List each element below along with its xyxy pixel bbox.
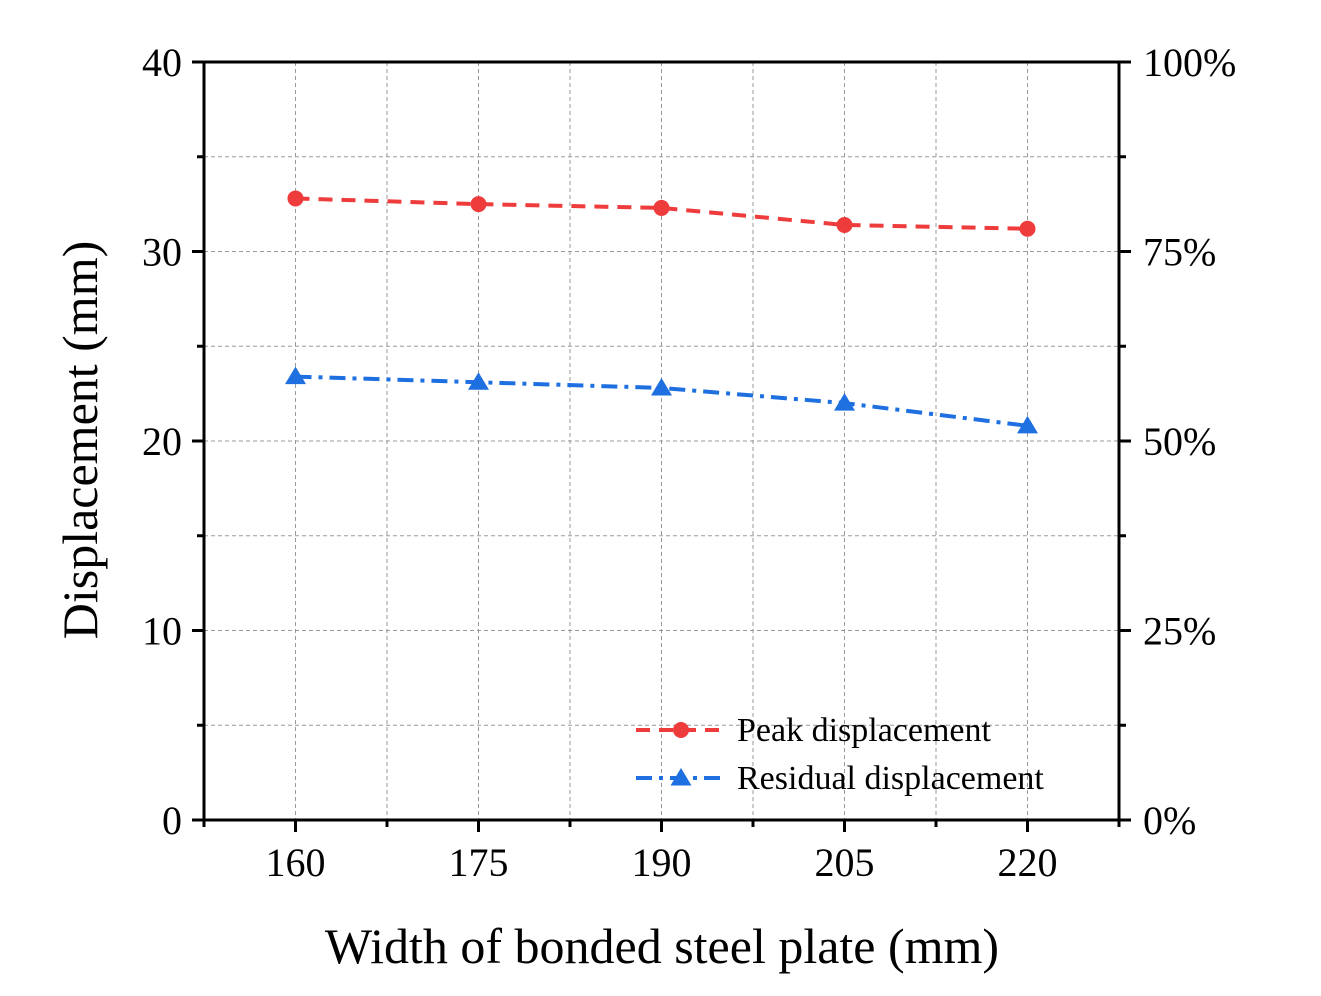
series-peak-displacement — [287, 190, 1036, 237]
data-point-marker — [470, 196, 487, 213]
x-tick-label: 220 — [998, 840, 1058, 885]
y2-tick-label: 0% — [1143, 798, 1196, 843]
data-point-marker — [651, 377, 672, 396]
legend-marker — [673, 722, 689, 738]
data-series — [285, 190, 1038, 434]
y-tick-label: 20 — [142, 419, 182, 464]
legend: Peak displacement Residual displacement — [636, 712, 1044, 797]
series-line — [295, 196, 1028, 231]
y2-tick-label: 50% — [1143, 419, 1216, 464]
y-axis-title: Displacement (mm) — [52, 241, 108, 640]
data-point-marker — [836, 216, 853, 233]
x-tick-label: 205 — [815, 840, 875, 885]
y-tick-label: 10 — [142, 609, 182, 654]
series-residual-displacement — [285, 366, 1038, 434]
x-tick-label: 190 — [632, 840, 692, 885]
data-point-marker — [834, 393, 855, 411]
data-point-marker — [285, 366, 306, 385]
legend-item: Residual displacement — [636, 760, 1044, 797]
legend-item: Peak displacement — [636, 712, 992, 749]
y2-tick-label: 75% — [1143, 230, 1216, 275]
y2-tick-label: 25% — [1143, 609, 1216, 654]
y-tick-label: 40 — [142, 40, 182, 85]
data-point-marker — [1017, 415, 1038, 434]
x-axis-title: Width of bonded steel plate (mm) — [325, 918, 999, 974]
legend-label: Residual displacement — [737, 760, 1044, 797]
data-point-marker — [468, 372, 489, 390]
grid-lines — [204, 62, 1119, 820]
y-tick-label: 0 — [162, 798, 182, 843]
data-point-marker — [1019, 220, 1036, 237]
legend-label: Peak displacement — [737, 712, 992, 749]
y-tick-label: 30 — [142, 230, 182, 275]
data-point-marker — [653, 199, 670, 216]
x-tick-label: 175 — [449, 840, 509, 885]
x-tick-label: 160 — [266, 840, 326, 885]
y2-tick-label: 100% — [1143, 40, 1236, 85]
axis-ticks: 0 10 20 30 40 0% 25% 50% 75% 100% 160 175 190 205 220 — [142, 40, 1236, 885]
legend-marker — [670, 768, 692, 786]
data-point-marker — [287, 190, 304, 207]
